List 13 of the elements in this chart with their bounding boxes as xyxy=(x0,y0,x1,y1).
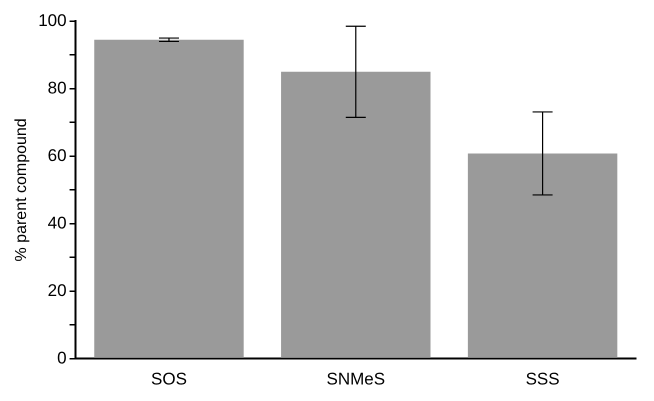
x-tick-label: SOS xyxy=(151,369,187,388)
y-tick-label: 40 xyxy=(48,213,67,232)
y-tick-label: 0 xyxy=(57,348,67,368)
bar xyxy=(281,72,431,358)
y-axis-title: % parent compound xyxy=(13,118,30,262)
y-tick-label: 20 xyxy=(48,280,67,300)
y-tick-label: 100 xyxy=(38,10,67,30)
y-tick-label: 80 xyxy=(48,78,67,98)
bar xyxy=(94,40,244,358)
y-tick-label: 60 xyxy=(48,146,67,165)
x-tick-label: SNMeS xyxy=(326,369,386,388)
bar xyxy=(468,153,618,358)
x-tick-label: SSS xyxy=(526,369,560,388)
